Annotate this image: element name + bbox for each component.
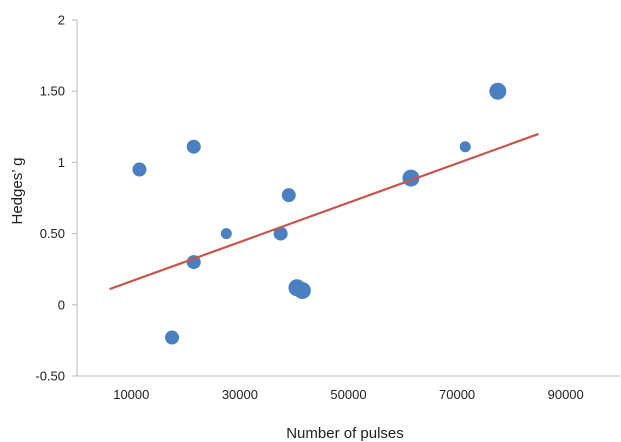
x-axis-title: Number of pulses	[286, 425, 404, 442]
x-tick-label: 10000	[113, 387, 149, 402]
y-tick-label: 2	[58, 13, 65, 28]
data-point	[489, 82, 507, 100]
y-tick-label: 1.50	[40, 84, 65, 99]
data-point	[132, 162, 147, 177]
y-axis-title: Hedges’ g	[9, 158, 26, 225]
trend-line	[109, 132, 539, 291]
x-tick-label: 30000	[222, 387, 258, 402]
data-point	[459, 141, 471, 153]
x-tick-label: 50000	[330, 387, 366, 402]
y-tick-label: -0.50	[35, 369, 65, 384]
x-tick-label: 90000	[548, 387, 584, 402]
data-point	[220, 228, 232, 240]
x-tick-label: 70000	[439, 387, 475, 402]
x-axis-ticks: 10000 30000 50000 70000 90000	[113, 387, 584, 402]
data-point	[293, 282, 311, 300]
y-tick-label: 1	[58, 155, 65, 170]
y-axis-ticks: -0.50 0 0.50 1 1.50 2	[35, 13, 77, 384]
data-point	[165, 330, 180, 345]
y-tick-label: 0	[58, 297, 65, 312]
data-point	[186, 139, 201, 154]
data-point	[273, 226, 288, 241]
data-point	[281, 188, 296, 203]
y-tick-label: 0.50	[40, 226, 65, 241]
